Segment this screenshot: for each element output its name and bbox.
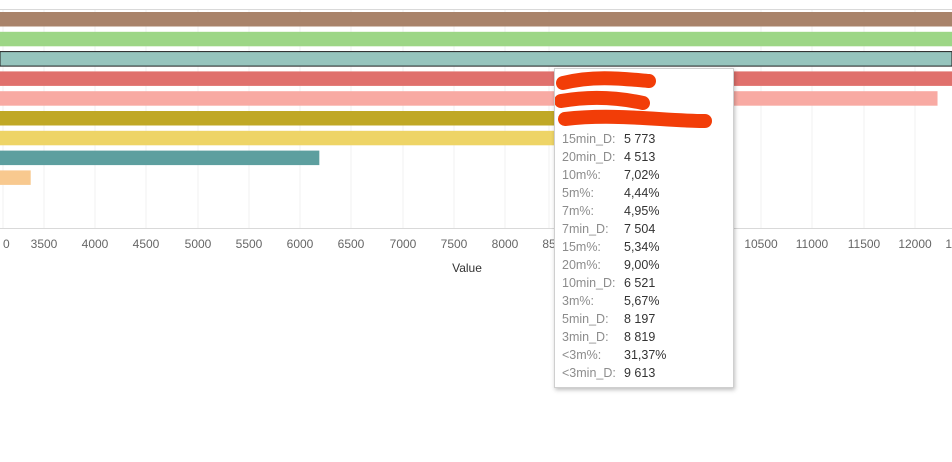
bar[interactable] xyxy=(0,91,938,106)
tooltip-value: 9 613 xyxy=(624,366,656,380)
x-tick-label: 3500 xyxy=(31,237,58,251)
tooltip-value: 7,02% xyxy=(624,168,660,182)
tooltip-key: 10m%: xyxy=(562,168,601,182)
x-tick-label: 7500 xyxy=(441,237,468,251)
tooltip-row: 20m%: 9,00% xyxy=(562,256,666,274)
tooltip-value: 31,37% xyxy=(624,348,667,362)
redaction-scribble xyxy=(555,71,712,128)
tooltip-row: 3m%: 5,67% xyxy=(562,292,666,310)
bars xyxy=(0,12,952,185)
tooltip-value: 8 819 xyxy=(624,330,656,344)
tooltip-row: <3m%: 31,37% xyxy=(562,346,666,364)
tooltip-row: 7m%: 4,95% xyxy=(562,202,666,220)
x-tick-label: 8000 xyxy=(492,237,519,251)
tooltip-value: 9,00% xyxy=(624,258,660,272)
tooltip-row: 3min_D: 8 819 xyxy=(562,328,666,346)
tooltip-value: 8 197 xyxy=(624,312,656,326)
x-tick-label: 85 xyxy=(542,237,556,251)
tooltip-row: 5min_D: 8 197 xyxy=(562,310,666,328)
tooltip-rows: 15min_D: 5 773 20min_D: 4 513 10m%: 7,02% 5m%:… xyxy=(562,130,666,382)
bar[interactable] xyxy=(0,150,320,166)
x-tick-label: 10500 xyxy=(744,237,778,251)
x-tick-label: 4000 xyxy=(82,237,109,251)
tooltip-key: <3min_D: xyxy=(562,366,616,380)
tooltip-key: 7m%: xyxy=(562,204,594,218)
bar[interactable] xyxy=(0,111,731,126)
tooltip-key: 20min_D: xyxy=(562,150,616,164)
x-tick-label: 0 xyxy=(3,237,10,251)
tooltip-row: 5m%: 4,44% xyxy=(562,184,666,202)
tooltip-key: 20m%: xyxy=(562,258,601,272)
tooltip-row: 10min_D: 6 521 xyxy=(562,274,666,292)
x-tick-label: 5000 xyxy=(185,237,212,251)
tooltip: 15min_D: 5 773 20min_D: 4 513 10m%: 7,02% 5m%:… xyxy=(554,68,734,388)
x-tick-label: 11000 xyxy=(796,237,829,251)
x-axis-ticks: 0 3500 4000 4500 5000 5500 6000 6500 7000 7500 800… xyxy=(3,237,952,251)
tooltip-key: 7min_D: xyxy=(562,222,609,236)
tooltip-key: 15m%: xyxy=(562,240,601,254)
x-tick-label: 12000 xyxy=(898,237,932,251)
tooltip-value: 4,44% xyxy=(624,186,660,200)
tooltip-value: 5,34% xyxy=(624,240,660,254)
x-tick-label: 6000 xyxy=(287,237,314,251)
x-tick-label: 1 xyxy=(945,237,952,251)
tooltip-value: 6 521 xyxy=(624,276,656,290)
x-tick-label: 7000 xyxy=(390,237,417,251)
tooltip-row: 7min_D: 7 504 xyxy=(562,220,666,238)
tooltip-key: 10min_D: xyxy=(562,276,616,290)
bar[interactable] xyxy=(0,170,31,185)
bar[interactable] xyxy=(0,51,952,67)
tooltip-value: 7 504 xyxy=(624,222,656,236)
tooltip-row: 15min_D: 5 773 xyxy=(562,130,666,148)
x-tick-label: 6500 xyxy=(338,237,365,251)
tooltip-row: 15m%: 5,34% xyxy=(562,238,666,256)
tooltip-key: 15min_D: xyxy=(562,132,616,146)
x-tick-label: 4500 xyxy=(133,237,160,251)
tooltip-row: <3min_D: 9 613 xyxy=(562,364,666,382)
tooltip-value: 5,67% xyxy=(624,294,660,308)
bar[interactable] xyxy=(0,12,952,27)
tooltip-key: 5min_D: xyxy=(562,312,609,326)
x-axis-title: Value xyxy=(452,261,482,275)
bar[interactable] xyxy=(0,71,952,86)
tooltip-value: 4 513 xyxy=(624,150,656,164)
bar[interactable] xyxy=(0,130,572,146)
x-tick-label: 11500 xyxy=(848,237,881,251)
bar[interactable] xyxy=(0,31,952,47)
tooltip-value: 4,95% xyxy=(624,204,660,218)
tooltip-row: 20min_D: 4 513 xyxy=(562,148,666,166)
tooltip-row: 10m%: 7,02% xyxy=(562,166,666,184)
tooltip-value: 5 773 xyxy=(624,132,656,146)
tooltip-key: 3m%: xyxy=(562,294,594,308)
tooltip-key: 3min_D: xyxy=(562,330,609,344)
x-tick-label: 5500 xyxy=(236,237,263,251)
tooltip-key: <3m%: xyxy=(562,348,602,362)
tooltip-key: 5m%: xyxy=(562,186,594,200)
